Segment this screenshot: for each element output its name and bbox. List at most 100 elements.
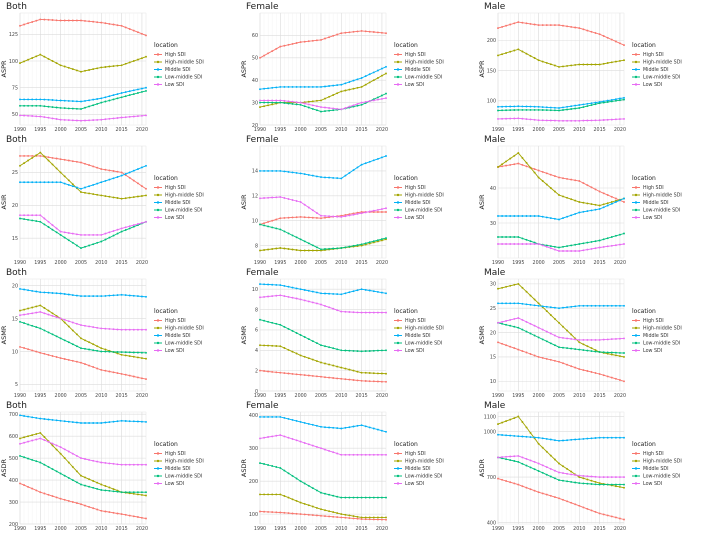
series-high-middle-sdi-point [344,513,347,516]
series-low-sdi-point [271,196,274,199]
series-high-sdi-point [553,496,556,499]
series-middle-sdi-point [307,173,310,176]
series-high-middle-sdi-point [311,358,314,361]
series-low-middle-sdi-point [594,240,597,243]
series-high-sdi-point [75,360,78,363]
series-high-middle-sdi-point [128,196,131,199]
series-high-middle-sdi-point [525,52,528,55]
x-tick-label: 2000 [295,260,307,266]
panel-title: Both [6,2,27,12]
series-middle-sdi-point [19,287,21,290]
series-high-middle-sdi-point [67,461,70,464]
series-low-middle-sdi-point [116,351,119,353]
series-high-middle-sdi-point [509,157,512,160]
series-low-middle-sdi-point [51,228,54,231]
series-high-sdi-point [352,517,355,520]
series-high-sdi-point [112,511,115,514]
series-high-sdi-point [263,370,266,372]
series-middle-sdi-point [23,415,26,417]
series-low-middle-sdi-point [582,242,585,245]
series-low-sdi-point [545,119,548,122]
series-high-sdi-point [501,478,504,481]
legend-key-point [634,193,638,197]
series-middle-sdi-point [525,215,528,217]
series-high-sdi-point [140,185,143,188]
series-low-sdi-point [352,311,355,314]
series-high-middle-sdi-point [35,433,38,435]
series-high-middle-sdi-point [100,483,103,486]
series-low-sdi-point [582,338,585,341]
series-high-sdi-point [509,481,512,484]
series-high-sdi-point [529,488,532,491]
series-low-sdi-point [71,119,74,122]
series-low-middle-sdi-point [614,99,617,102]
series-low-sdi-point [537,243,540,245]
series-high-sdi-point [344,516,347,519]
series-middle-sdi-point [360,77,363,79]
y-tick-label: 400 [9,478,18,484]
series-high-middle-sdi-point [541,60,544,63]
series-middle-sdi-point [80,422,82,424]
series-high-middle-sdi-point [132,60,135,62]
series-low-middle-sdi-point [132,351,135,354]
legend-entry: Low-middle SDI [405,208,442,214]
series-high-sdi-point [67,19,70,22]
series-low-middle-sdi-point [385,496,387,499]
legend-key-point [396,319,400,322]
series-high-sdi-point [315,39,318,42]
series-high-sdi-point [291,42,294,45]
series-middle-sdi-point [578,304,581,307]
series-high-middle-sdi-point [84,339,86,342]
y-tick-label: 5 [15,382,18,388]
x-tick-label: 1990 [254,526,266,532]
series-low-sdi-point [614,118,617,121]
series-high-sdi-point [513,163,516,166]
series-high-sdi-point [385,518,387,521]
series-high-middle-sdi-point [140,357,143,360]
series-high-sdi-point [19,345,21,348]
series-high-middle-sdi-point [315,360,318,363]
series-low-middle-sdi-point [517,326,520,329]
series-middle-sdi-point [558,218,560,221]
series-middle-sdi-point [360,424,363,427]
series-high-sdi-point [553,24,556,27]
series-low-sdi-point [75,119,78,122]
x-tick-label: 2015 [116,526,128,532]
series-low-sdi-point [132,463,135,466]
series-high-sdi-point [267,220,270,223]
series-low-sdi-point [63,318,66,321]
series-high-middle-sdi-point [112,488,115,491]
series-low-sdi-point [320,214,322,217]
series-middle-sdi-point [259,88,261,91]
series-low-middle-sdi-point [299,238,302,241]
series-high-middle-sdi-point [84,69,86,72]
series-low-sdi-point [55,118,58,120]
series-low-sdi-point [372,209,375,212]
series-low-sdi-point [140,221,143,224]
series-high-middle-sdi-point [295,499,298,502]
series-middle-sdi-point [521,302,524,305]
series-high-middle-sdi-point [385,516,387,519]
plot-area [19,145,147,259]
series-low-middle-sdi-point [279,467,282,469]
series-middle-sdi-point [47,291,50,294]
series-low-middle-sdi-point [598,351,601,353]
series-high-sdi-point [348,517,351,520]
series-middle-sdi-point [279,85,282,88]
x-tick-label: 2015 [594,127,606,133]
series-high-middle-sdi-point [505,420,508,423]
series-high-sdi-point [533,23,536,26]
series-low-middle-sdi-point [558,479,560,482]
series-middle-sdi-point [84,295,86,298]
legend-entry: Low-middle SDI [165,474,202,480]
series-low-sdi-point [39,310,42,313]
series-low-sdi-point [271,435,274,438]
series-middle-sdi-point [116,176,119,178]
series-high-sdi-point [96,166,99,169]
series-middle-sdi-point [570,305,573,308]
series-low-sdi-point [320,303,322,306]
series-low-sdi-point [55,444,58,447]
series-high-middle-sdi-point [558,462,560,465]
